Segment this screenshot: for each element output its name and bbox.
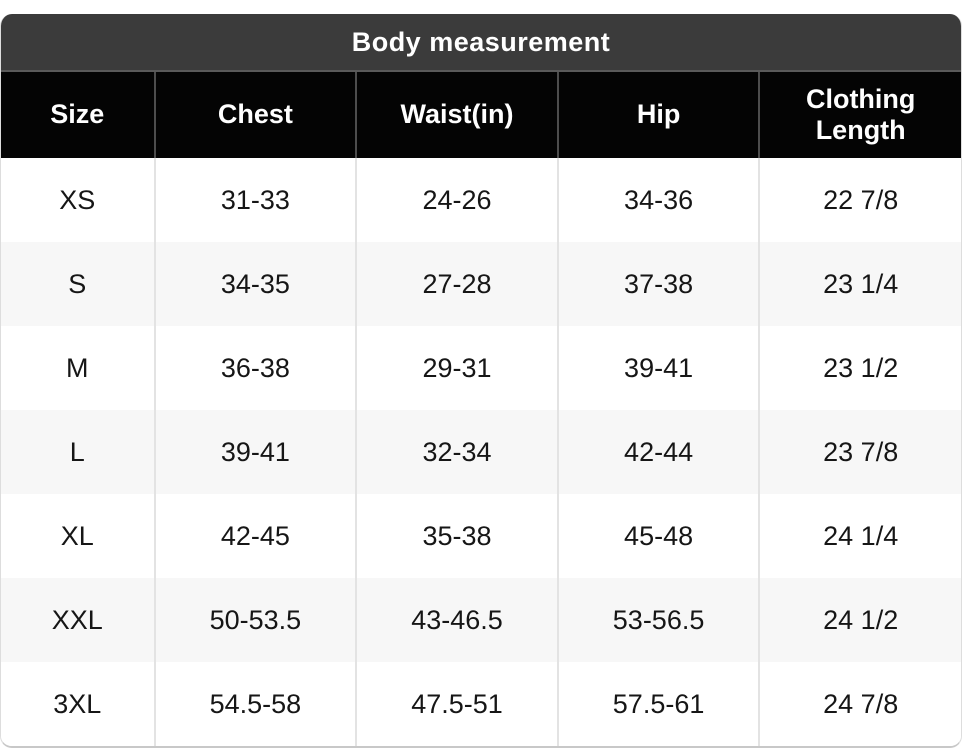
size-cell: L	[1, 410, 155, 494]
size-cell: M	[1, 326, 155, 410]
length-cell: 23 1/4	[758, 242, 961, 326]
length-cell: 24 7/8	[758, 662, 961, 746]
hip-cell: 34-36	[556, 158, 760, 242]
chest-cell: 31-33	[153, 158, 357, 242]
waist-cell: 43-46.5	[355, 578, 558, 662]
col-header-size: Size	[1, 72, 155, 158]
chest-cell: 39-41	[153, 410, 357, 494]
hip-cell: 45-48	[556, 494, 760, 578]
chest-cell: 54.5-58	[153, 662, 357, 746]
waist-cell: 27-28	[355, 242, 558, 326]
body-measurement-table: Size Chest Waist(in) Hip Clothing Length…	[1, 72, 961, 746]
length-cell: 23 1/2	[758, 326, 961, 410]
col-header-clothing-length: Clothing Length	[758, 72, 961, 158]
length-cell: 24 1/2	[758, 578, 961, 662]
waist-cell: 24-26	[355, 158, 558, 242]
size-cell: XS	[1, 158, 155, 242]
hip-cell: 57.5-61	[556, 662, 760, 746]
col-header-hip: Hip	[556, 72, 760, 158]
chest-cell: 34-35	[153, 242, 357, 326]
col-header-chest: Chest	[153, 72, 357, 158]
table-row-xl: XL 42-45 35-38 45-48 24 1/4	[1, 494, 961, 578]
table-row-xxl: XXL 50-53.5 43-46.5 53-56.5 24 1/2	[1, 578, 961, 662]
size-cell: XL	[1, 494, 155, 578]
chest-cell: 42-45	[153, 494, 357, 578]
table-title-bar: Body measurement	[1, 14, 961, 72]
chest-cell: 50-53.5	[153, 578, 357, 662]
header-row: Size Chest Waist(in) Hip Clothing Length	[1, 72, 961, 158]
size-cell: S	[1, 242, 155, 326]
table-row-m: M 36-38 29-31 39-41 23 1/2	[1, 326, 961, 410]
length-cell: 24 1/4	[758, 494, 961, 578]
table-row-3xl: 3XL 54.5-58 47.5-51 57.5-61 24 7/8	[1, 662, 961, 746]
hip-cell: 42-44	[556, 410, 760, 494]
chest-cell: 36-38	[153, 326, 357, 410]
table-row-s: S 34-35 27-28 37-38 23 1/4	[1, 242, 961, 326]
waist-cell: 32-34	[355, 410, 558, 494]
hip-cell: 53-56.5	[556, 578, 760, 662]
table-row-xs: XS 31-33 24-26 34-36 22 7/8	[1, 158, 961, 242]
hip-cell: 37-38	[556, 242, 760, 326]
waist-cell: 47.5-51	[355, 662, 558, 746]
waist-cell: 29-31	[355, 326, 558, 410]
col-header-waist: Waist(in)	[355, 72, 558, 158]
size-chart-card: Body measurement Size Chest Waist(in) Hi…	[0, 14, 962, 748]
size-cell: XXL	[1, 578, 155, 662]
waist-cell: 35-38	[355, 494, 558, 578]
size-cell: 3XL	[1, 662, 155, 746]
length-cell: 22 7/8	[758, 158, 961, 242]
hip-cell: 39-41	[556, 326, 760, 410]
table-title: Body measurement	[351, 26, 611, 57]
length-cell: 23 7/8	[758, 410, 961, 494]
table-row-l: L 39-41 32-34 42-44 23 7/8	[1, 410, 961, 494]
